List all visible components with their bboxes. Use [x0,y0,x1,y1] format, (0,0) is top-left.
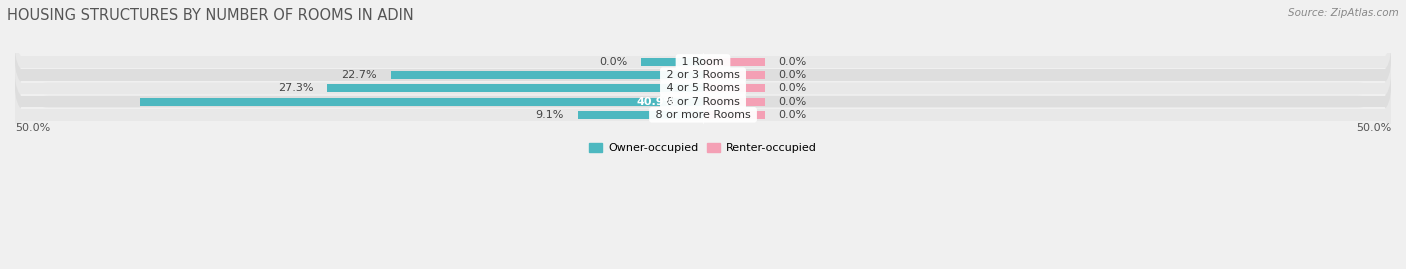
Bar [15,56,1391,68]
Bar [703,71,765,79]
Text: Source: ZipAtlas.com: Source: ZipAtlas.com [1288,8,1399,18]
Text: 50.0%: 50.0% [15,123,51,133]
Text: HOUSING STRUCTURES BY NUMBER OF ROOMS IN ADIN: HOUSING STRUCTURES BY NUMBER OF ROOMS IN… [7,8,413,23]
FancyBboxPatch shape [15,74,1391,129]
Bar [703,58,765,66]
Bar [15,109,1391,121]
Bar [703,111,765,119]
Legend: Owner-occupied, Renter-occupied: Owner-occupied, Renter-occupied [585,139,821,158]
Text: 0.0%: 0.0% [779,83,807,93]
Text: 6 or 7 Rooms: 6 or 7 Rooms [662,97,744,107]
Text: 0.0%: 0.0% [779,110,807,120]
FancyBboxPatch shape [15,88,1391,142]
Text: 22.7%: 22.7% [342,70,377,80]
Bar [15,83,1391,94]
Text: 8 or more Rooms: 8 or more Rooms [652,110,754,120]
Bar [578,111,703,119]
Text: 40.9%: 40.9% [637,97,675,107]
Bar [703,98,765,106]
Bar [391,71,703,79]
Text: 0.0%: 0.0% [779,97,807,107]
Text: 9.1%: 9.1% [536,110,564,120]
Bar [15,69,1391,81]
Bar [328,84,703,93]
Text: 2 or 3 Rooms: 2 or 3 Rooms [662,70,744,80]
Text: 4 or 5 Rooms: 4 or 5 Rooms [662,83,744,93]
FancyBboxPatch shape [15,35,1391,89]
Text: 50.0%: 50.0% [1355,123,1391,133]
Bar [641,58,703,66]
FancyBboxPatch shape [15,48,1391,102]
Text: 0.0%: 0.0% [779,70,807,80]
Bar [703,84,765,93]
Text: 0.0%: 0.0% [599,57,627,67]
Bar [15,96,1391,107]
Bar [141,98,703,106]
Text: 1 Room: 1 Room [679,57,727,67]
Text: 27.3%: 27.3% [278,83,314,93]
Text: 0.0%: 0.0% [779,57,807,67]
FancyBboxPatch shape [15,61,1391,116]
